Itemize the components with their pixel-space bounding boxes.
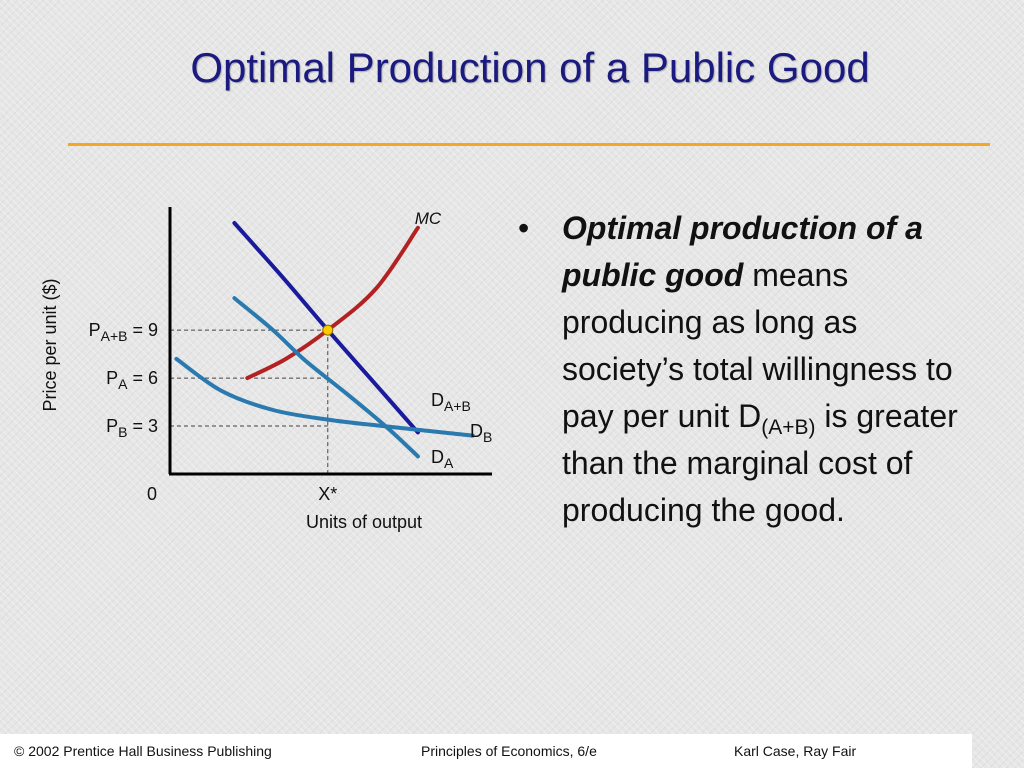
- bullet-text-main: means producing as long as society’s tot…: [562, 257, 953, 434]
- footer-book-title: Principles of Economics, 6/e: [421, 743, 597, 759]
- series-label-mc: MC: [415, 209, 442, 228]
- origin-label: 0: [147, 484, 157, 504]
- series-label-db: DB: [470, 421, 492, 445]
- x-tick-label: X*: [318, 484, 337, 504]
- bullet-subscript: (A+B): [761, 416, 816, 439]
- curve-da: [232, 296, 420, 459]
- y-tick-label-p-b: PB = 3: [106, 416, 158, 440]
- footer-copyright: © 2002 Prentice Hall Business Publishing: [14, 743, 272, 759]
- footer: © 2002 Prentice Hall Business Publishing…: [0, 734, 972, 768]
- bullet-dot: •: [518, 210, 530, 246]
- curve-db: [174, 356, 475, 438]
- equilibrium-point: [322, 324, 334, 336]
- slide-title: Optimal Production of a Public Good: [190, 44, 870, 91]
- curve-mc: [245, 225, 420, 381]
- public-good-chart: PA+B = 9 PA = 6 PB = 3 X* MC DA+B DA DB Price …: [40, 207, 492, 532]
- footer-authors: Karl Case, Ray Fair: [734, 743, 857, 759]
- y-tick-label-p-a: PA = 6: [106, 368, 158, 392]
- series-label-d-a-b: DA+B: [431, 390, 471, 414]
- series-label-da: DA: [431, 447, 454, 471]
- x-axis-label: Units of output: [306, 512, 422, 532]
- bullet-text-end: is greater than the marginal cost of pro…: [562, 398, 958, 528]
- bullet-point: • Optimal production of a public good me…: [518, 205, 988, 534]
- title-divider: [68, 143, 990, 146]
- y-axis-label: Price per unit ($): [40, 278, 60, 411]
- y-tick-label-p-a-b: PA+B = 9: [89, 320, 158, 344]
- bullet-lead: Optimal production of a public good: [562, 210, 923, 293]
